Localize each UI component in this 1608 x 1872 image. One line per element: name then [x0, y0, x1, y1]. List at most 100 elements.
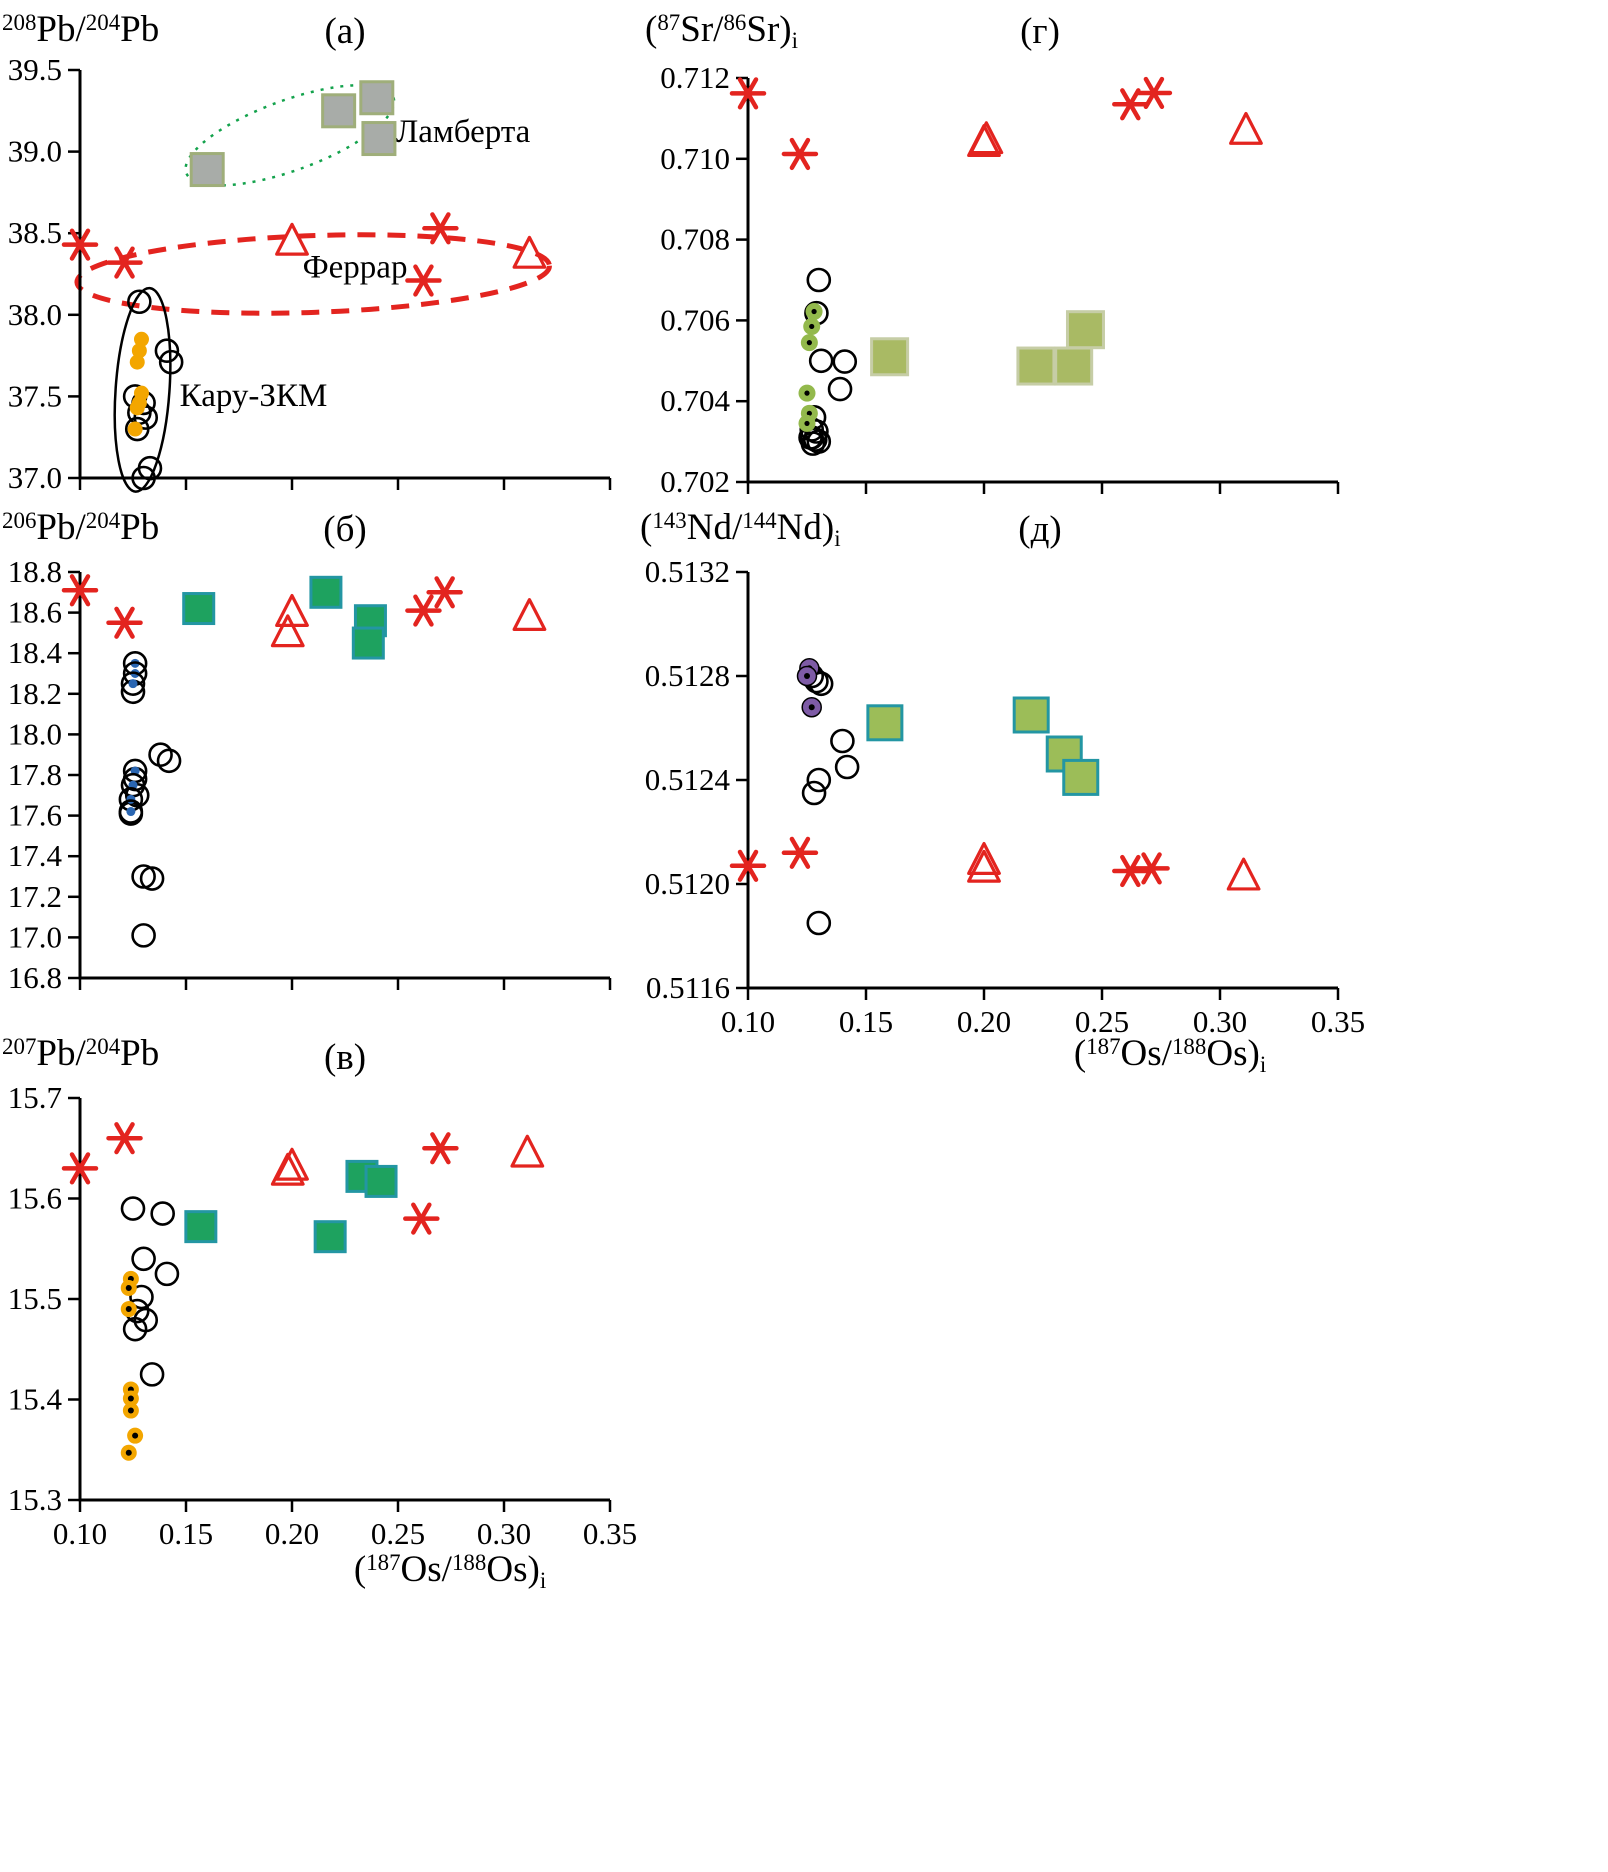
- region-ferrar-field: [74, 232, 552, 316]
- panel-a: 37.0 37.5 38.0 38.5 39.0 39.5 Ламберта Феррар Ка…: [8, 52, 612, 495]
- point-green-squares: [1062, 758, 1100, 796]
- x-axis-title-d: (187Os/188Os)i: [1073, 1033, 1267, 1077]
- point-red-asterisks: [422, 1132, 459, 1165]
- y-tick-label: 17.2: [8, 879, 62, 914]
- point-open-circles: [806, 910, 832, 936]
- series-open-circles: [120, 1196, 180, 1387]
- point-purple-dots-center: [808, 704, 815, 711]
- series-red-triangles: [270, 593, 547, 648]
- series-red-triangles: [270, 1134, 545, 1186]
- point-yellow-dots-black-center-center: [125, 1306, 132, 1313]
- point-yellow-dots: [129, 400, 145, 416]
- y-tick-label: 0.5132: [645, 554, 730, 589]
- point-red-asterisks: [422, 212, 459, 245]
- series-red-triangles: [967, 841, 1261, 891]
- y-tick-label: 0.712: [660, 60, 730, 95]
- panel-letter-g: (г): [1020, 11, 1060, 52]
- point-green-squares: [184, 1210, 218, 1244]
- point-green-squares: [309, 575, 343, 609]
- panel-letter-v: (в): [323, 1037, 367, 1078]
- axis-title-nd: (143Nd/144Nd)i: [640, 507, 841, 551]
- series-red-asterisks: [61, 1122, 459, 1235]
- series-yellow-dots: [127, 331, 149, 437]
- y-tick-label: 0.5124: [645, 762, 731, 797]
- point-red-asterisks: [781, 137, 819, 171]
- point-red-asterisks: [1112, 88, 1149, 121]
- point-red-triangles: [1229, 111, 1263, 145]
- point-open-circles: [127, 289, 152, 315]
- point-yellow-dots-black-center-center: [127, 1395, 134, 1402]
- point-red-triangles: [1226, 857, 1261, 891]
- x-tick-label: 0.15: [839, 1004, 893, 1039]
- point-green-squares: [866, 704, 904, 742]
- point-green-squares: [182, 592, 216, 626]
- y-tick-label: 18.2: [8, 676, 62, 711]
- point-red-asterisks: [1135, 76, 1173, 110]
- point-open-circles: [806, 767, 832, 793]
- point-red-triangles: [969, 121, 1004, 155]
- point-circles-blue-dot-center: [128, 679, 138, 689]
- point-red-triangles: [510, 1134, 545, 1168]
- point-open-circles: [150, 1201, 175, 1226]
- x-tick-label: 0.20: [265, 1516, 319, 1551]
- y-tick-label: 17.6: [8, 798, 62, 833]
- point-yellow-dots: [131, 343, 147, 359]
- point-yellow-dots: [129, 354, 145, 370]
- y-tick-label: 15.6: [8, 1181, 62, 1216]
- y-tick-label: 37.5: [8, 378, 62, 413]
- point-yellow-dots-black-center-center: [125, 1284, 132, 1291]
- point-open-circles: [124, 416, 150, 442]
- point-open-circles: [131, 1246, 156, 1272]
- y-tick-label: 38.0: [8, 297, 62, 332]
- point-green-dots-center: [809, 323, 815, 330]
- panel-letter-b: (б): [323, 509, 367, 550]
- point-yellow-dots: [133, 331, 149, 347]
- point-green-squares: [364, 1164, 398, 1198]
- series-yellow-dots-black-center: [120, 1270, 144, 1461]
- panel-g: 0.702 0.704 0.706 0.708 0.710 0.712: [660, 60, 1340, 499]
- point-green-dots-center: [804, 390, 810, 396]
- point-olive-squares: [870, 337, 910, 377]
- point-yellow-dots: [127, 421, 143, 437]
- point-red-triangles: [270, 1152, 305, 1186]
- point-red-triangles: [270, 614, 305, 648]
- x-tick-label: 0.10: [53, 1516, 107, 1551]
- series-open-circles: [122, 289, 184, 491]
- series-olive-squares: [870, 310, 1105, 386]
- x-tick-label: 0.20: [957, 1004, 1011, 1039]
- point-red-triangles: [967, 841, 1001, 875]
- series-red-asterisks: [61, 212, 459, 297]
- x-tick-label: 0.30: [477, 1516, 531, 1551]
- axis-title-pb206: 206Pb/204Pb: [2, 507, 160, 548]
- point-open-circles: [139, 866, 165, 891]
- y-tick-label: 0.5116: [646, 970, 730, 1005]
- panel-letter-d: (д): [1018, 509, 1062, 550]
- point-green-squares: [1012, 696, 1050, 734]
- x-tick-label: 0.10: [721, 1004, 775, 1039]
- point-green-dots-center: [804, 420, 810, 427]
- point-red-asterisks: [106, 1122, 143, 1155]
- point-red-asterisks: [106, 606, 143, 639]
- point-purple-dots-center: [804, 673, 810, 679]
- point-open-circles: [827, 376, 853, 402]
- series-red-asterisks: [729, 836, 1170, 888]
- point-red-asterisks: [1133, 852, 1170, 885]
- point-red-triangles: [967, 849, 1001, 883]
- point-yellow-dots-black-center-center: [125, 1449, 132, 1456]
- point-red-asterisks: [729, 77, 767, 110]
- panel-d: 0.5116 0.5120 0.5124 0.5128 0.5132 0.10 0.15 0.…: [645, 554, 1365, 1039]
- x-tick-label: 0.35: [583, 1516, 637, 1551]
- point-red-asterisks: [61, 1152, 99, 1185]
- point-open-circles: [808, 348, 834, 374]
- point-gray-squares-lamberta: [359, 80, 395, 116]
- y-tick-label: 38.5: [8, 215, 62, 250]
- point-red-asterisks: [729, 849, 767, 882]
- point-red-asterisks: [1112, 854, 1149, 888]
- point-green-dots-center: [806, 410, 812, 416]
- series-red-asterisks: [729, 76, 1173, 171]
- series-green-squares: [182, 575, 387, 660]
- x-tick-label: 0.35: [1311, 1004, 1365, 1039]
- axis-title-pb208: 208Pb/204Pb: [2, 9, 160, 50]
- x-tick-label: 0.30: [1193, 1004, 1247, 1039]
